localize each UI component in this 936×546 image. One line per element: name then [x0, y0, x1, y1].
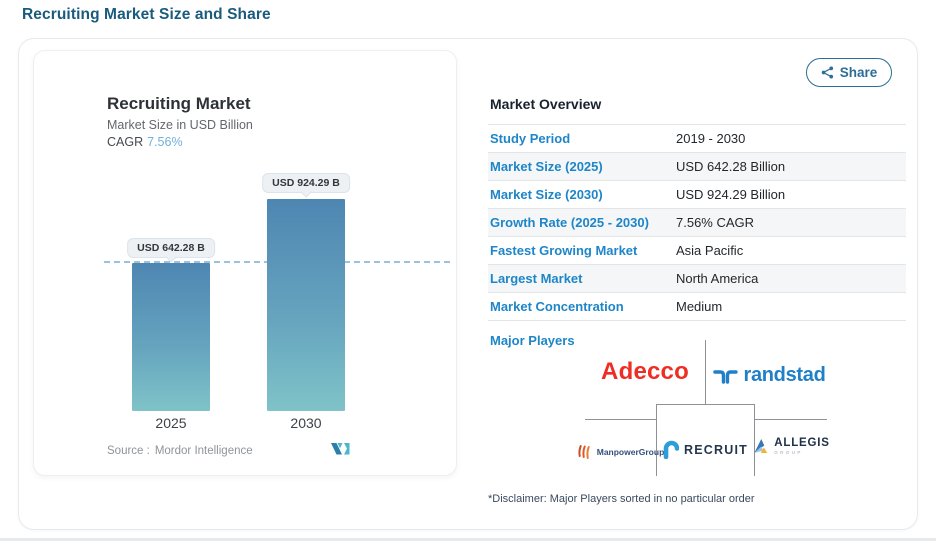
- x-tick-2025: 2025: [155, 415, 187, 431]
- table-row: Fastest Growing Market Asia Pacific: [488, 237, 906, 265]
- adecco-logo[interactable]: Adecco: [601, 358, 689, 385]
- table-row: Market Concentration Medium: [488, 293, 906, 321]
- players-divider-vertical: [705, 340, 706, 404]
- bar-label-2030: USD 924.29 B: [262, 173, 350, 193]
- randstad-icon: [712, 367, 738, 385]
- row-value: Medium: [676, 299, 723, 314]
- players-divider-left: [585, 419, 656, 420]
- bottom-divider: [0, 538, 936, 541]
- row-value: USD 924.29 Billion: [676, 187, 786, 202]
- disclaimer-text: *Disclaimer: Major Players sorted in no …: [488, 493, 755, 505]
- table-row: Growth Rate (2025 - 2030) 7.56% CAGR: [488, 209, 906, 237]
- manpowergroup-logo[interactable]: ManpowerGroup: [578, 443, 665, 460]
- recruit-icon: [662, 440, 680, 459]
- row-value: North America: [676, 271, 759, 286]
- row-label: Market Concentration: [490, 299, 624, 314]
- bar-2030[interactable]: [267, 199, 345, 411]
- overview-title: Market Overview: [490, 96, 602, 112]
- source-label: Source :: [107, 445, 150, 457]
- chart-source: Source : Mordor Intelligence: [107, 445, 253, 457]
- row-label: Study Period: [490, 131, 571, 146]
- recruit-logo[interactable]: RECRUIT: [662, 440, 748, 459]
- row-value: 7.56% CAGR: [676, 215, 755, 230]
- bar-label-2025: USD 642.28 B: [127, 238, 215, 258]
- cagr-value: 7.56%: [147, 135, 183, 149]
- page-title: Recruiting Market Size and Share: [22, 6, 271, 23]
- table-row: Market Size (2030) USD 924.29 Billion: [488, 181, 906, 209]
- share-button-label: Share: [839, 65, 878, 80]
- row-label: Market Size (2025): [490, 159, 603, 174]
- major-players-label: Major Players: [490, 333, 575, 348]
- players-divider-right: [753, 419, 827, 420]
- source-value: Mordor Intelligence: [154, 445, 253, 457]
- row-label: Market Size (2030): [490, 187, 603, 202]
- allegis-icon: [752, 437, 769, 456]
- randstad-logo-text: randstad: [743, 364, 826, 386]
- chart-subtitle: Market Size in USD Billion: [107, 118, 253, 132]
- bar-2025[interactable]: [132, 263, 210, 411]
- table-row: Market Size (2025) USD 642.28 Billion: [488, 153, 906, 181]
- row-label: Largest Market: [490, 271, 583, 286]
- allegis-logo[interactable]: ALLEGIS GROUP: [752, 437, 829, 456]
- recruit-logo-text: RECRUIT: [684, 442, 748, 457]
- row-value: Asia Pacific: [676, 243, 744, 258]
- players-center-box: [656, 404, 755, 476]
- mordor-intelligence-logo-icon: [330, 441, 351, 462]
- table-row: Largest Market North America: [488, 265, 906, 293]
- randstad-logo[interactable]: randstad: [712, 364, 826, 387]
- allegis-logo-text: ALLEGIS GROUP: [774, 436, 830, 456]
- chart-title: Recruiting Market: [107, 94, 251, 113]
- row-label: Growth Rate (2025 - 2030): [490, 215, 649, 230]
- chart-card: [33, 50, 457, 476]
- row-label: Fastest Growing Market: [490, 243, 638, 258]
- manpowergroup-logo-text: ManpowerGroup: [596, 446, 665, 457]
- cagr-label: CAGR: [107, 135, 144, 149]
- manpowergroup-icon: [578, 443, 592, 460]
- overview-table: Study Period 2019 - 2030 Market Size (20…: [488, 124, 906, 321]
- row-value: USD 642.28 Billion: [676, 159, 786, 174]
- row-value: 2019 - 2030: [676, 131, 746, 146]
- share-icon: [821, 66, 834, 79]
- chart-cagr: CAGR 7.56%: [107, 135, 183, 149]
- allegis-sub: GROUP: [774, 450, 803, 455]
- x-tick-2030: 2030: [290, 415, 322, 431]
- share-button[interactable]: Share: [806, 58, 892, 87]
- table-row: Study Period 2019 - 2030: [488, 125, 906, 153]
- allegis-name: ALLEGIS: [774, 436, 830, 449]
